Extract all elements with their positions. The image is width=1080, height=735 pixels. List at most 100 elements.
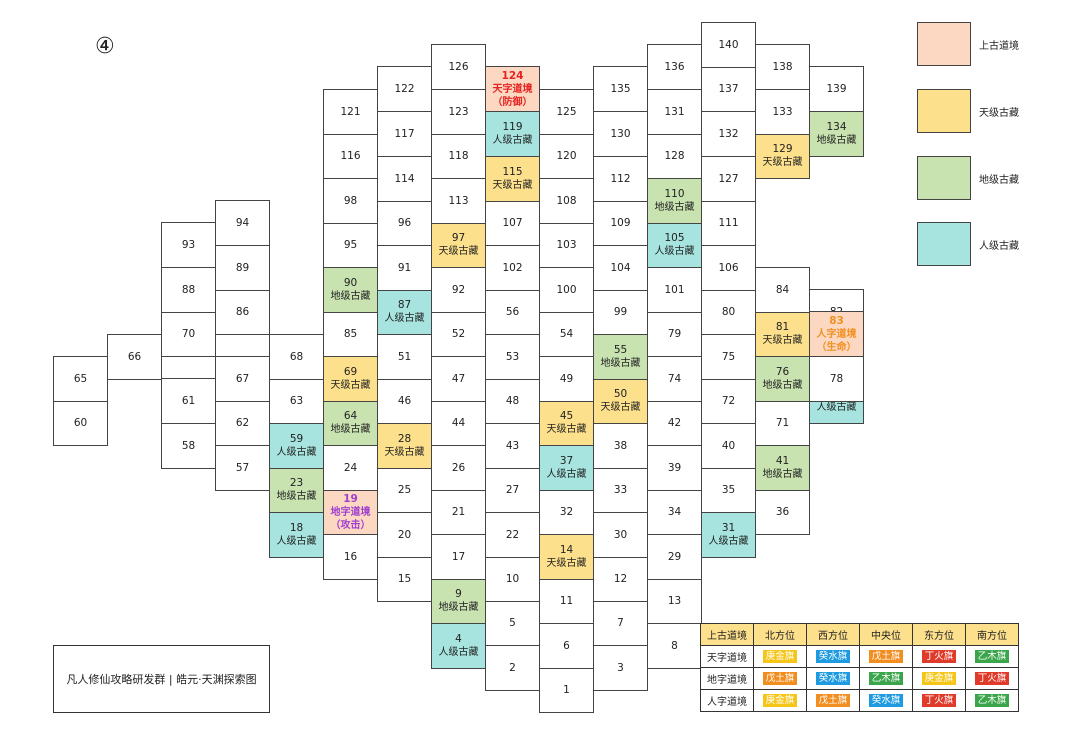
cell-number: 106 <box>718 261 739 274</box>
map-cell-23: 23 地级古藏 <box>269 467 324 513</box>
cell-number: 80 <box>721 305 736 318</box>
map-cell-27: 27 <box>485 467 540 513</box>
cell-number: 50 <box>613 388 628 400</box>
map-cell-64: 64 地级古藏 <box>323 400 378 446</box>
flag-cell: 丁火旗 <box>965 667 1019 690</box>
cell-number: 85 <box>343 327 358 340</box>
map-cell-91: 91 <box>377 245 432 291</box>
map-cell-101: 101 <box>647 267 702 313</box>
table-row: 地字道境 戊土旗 癸水旗 乙木旗 庚金旗 丁火旗 <box>700 667 1019 690</box>
cell-number: 55 <box>613 344 628 356</box>
map-cell-100: 100 <box>539 267 594 313</box>
cell-number: 29 <box>667 550 682 563</box>
cell-number: 74 <box>667 372 682 385</box>
cell-number: 40 <box>721 439 736 452</box>
cell-number: 43 <box>505 439 520 452</box>
cell-label: 地级古藏 <box>600 358 641 369</box>
map-cell-139: 139 <box>809 66 864 112</box>
table-header-cell: 南方位 <box>965 623 1019 646</box>
cell-label: 地级古藏 <box>276 491 317 502</box>
credit-box: 凡人修仙攻略研发群 | 皓元·天渊探索图 <box>53 645 270 713</box>
cell-label: 地级古藏 <box>330 424 371 435</box>
cell-number: 130 <box>610 127 631 140</box>
cell-number: 14 <box>559 544 574 556</box>
map-cell-81: 81 天级古藏 <box>755 311 810 357</box>
cell-sublabel: （生命） <box>816 341 857 353</box>
cell-label: 人级古藏 <box>546 469 587 480</box>
flag-badge: 癸水旗 <box>815 650 851 663</box>
legend-item-earth: 地级古藏 <box>917 156 1019 200</box>
flag-badge: 戊土旗 <box>762 672 798 685</box>
cell-number: 57 <box>235 461 250 474</box>
map-cell-131: 131 <box>647 89 702 135</box>
cell-number: 23 <box>289 477 304 489</box>
cell-number: 56 <box>505 305 520 318</box>
map-cell-71: 71 <box>755 400 810 446</box>
map-cell-67: 67 <box>215 356 270 402</box>
cell-number: 98 <box>343 194 358 207</box>
cell-number: 136 <box>664 60 685 73</box>
flag-cell: 癸水旗 <box>806 667 860 690</box>
map-cell-59: 59 人级古藏 <box>269 423 324 469</box>
flag-badge: 癸水旗 <box>868 694 904 707</box>
flag-cell: 癸水旗 <box>859 689 913 712</box>
cell-number: 129 <box>772 143 793 155</box>
map-cell-84: 84 <box>755 267 810 313</box>
cell-label: 天级古藏 <box>384 447 425 458</box>
cell-number: 35 <box>721 483 736 496</box>
map-cell-14: 14 天级古藏 <box>539 534 594 580</box>
map-cell-125: 125 <box>539 89 594 135</box>
cell-number: 37 <box>559 455 574 467</box>
cell-number: 84 <box>775 283 790 296</box>
cell-number: 110 <box>664 188 685 200</box>
map-cell-31: 31 人级古藏 <box>701 512 756 558</box>
cell-number: 18 <box>289 522 304 534</box>
flag-badge: 癸水旗 <box>815 672 851 685</box>
map-cell-123: 123 <box>431 89 486 135</box>
cell-number: 66 <box>127 350 142 363</box>
flag-badge: 庚金旗 <box>921 672 957 685</box>
map-cell-95: 95 <box>323 222 378 268</box>
cell-number: 126 <box>448 60 469 73</box>
cell-number: 31 <box>721 522 736 534</box>
flag-cell: 戊土旗 <box>806 689 860 712</box>
cell-label: 人级古藏 <box>708 536 749 547</box>
map-cell-88: 88 <box>161 267 216 313</box>
flag-cell: 丁火旗 <box>912 645 966 668</box>
cell-number: 137 <box>718 82 739 95</box>
cell-number: 119 <box>502 121 523 133</box>
map-cell-121: 121 <box>323 89 378 135</box>
map-cell-94: 94 <box>215 200 270 246</box>
cell-number: 113 <box>448 194 469 207</box>
cell-number: 27 <box>505 483 520 496</box>
map-cell-128: 128 <box>647 133 702 179</box>
flag-badge: 丁火旗 <box>921 694 957 707</box>
map-cell-55: 55 地级古藏 <box>593 334 648 380</box>
flag-cell: 乙木旗 <box>965 645 1019 668</box>
map-cell-48: 48 <box>485 378 540 424</box>
cell-number: 87 <box>397 299 412 311</box>
map-cell-74: 74 <box>647 356 702 402</box>
cell-label: 地级古藏 <box>762 380 803 391</box>
cell-number: 52 <box>451 327 466 340</box>
map-cell-119: 119 人级古藏 <box>485 111 540 157</box>
flag-cell: 戊土旗 <box>859 645 913 668</box>
map-cell-132: 132 <box>701 111 756 157</box>
map-cell-90: 90 地级古藏 <box>323 267 378 313</box>
table-header-cell: 西方位 <box>806 623 860 646</box>
credit-text: 凡人修仙攻略研发群 | 皓元·天渊探索图 <box>66 673 257 686</box>
cell-number: 104 <box>610 261 631 274</box>
cell-number: 68 <box>289 350 304 363</box>
map-cell-138: 138 <box>755 44 810 90</box>
cell-number: 67 <box>235 372 250 385</box>
map-cell-10: 10 <box>485 556 540 602</box>
cell-number: 101 <box>664 283 685 296</box>
cell-number: 16 <box>343 550 358 563</box>
cell-number: 70 <box>181 327 196 340</box>
flag-badge: 丁火旗 <box>974 672 1010 685</box>
cell-number: 138 <box>772 60 793 73</box>
cell-label: 人级古藏 <box>438 647 479 658</box>
flag-cell: 乙木旗 <box>965 689 1019 712</box>
cell-number: 4 <box>455 633 462 645</box>
